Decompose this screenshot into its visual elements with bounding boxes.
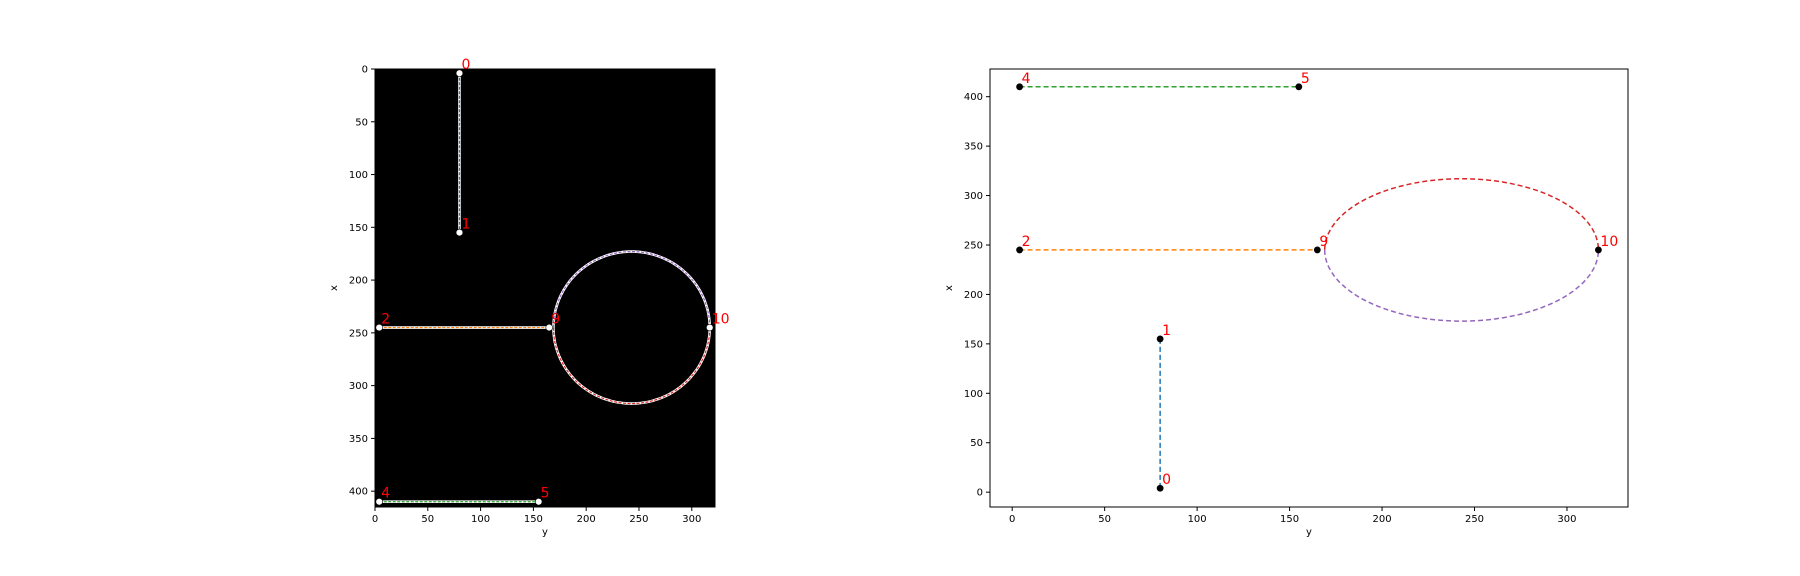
node-label-4: 4 [381,486,390,502]
image-panel: 012 9 104 50 50 100 150 200 250 30005010015020025… [329,57,730,538]
x-tick-label: 300 [1557,514,1576,525]
x-tick-label: 150 [524,514,543,525]
node-0 [1156,484,1164,492]
series-4 [1323,249,1600,322]
y-tick-label: 50 [970,438,983,449]
node-label-10: 10 [1600,234,1618,250]
y-tick-label: 400 [964,92,983,103]
node-1 [455,228,464,237]
x-axis-label: y [1306,527,1312,538]
series-halo-3 [552,250,711,328]
node-label-0: 0 [461,57,470,73]
series-halo-4 [552,327,711,405]
node-label-9: 9 [551,312,560,328]
node-label-2: 2 [381,312,390,328]
y-tick-label: 300 [964,191,983,202]
node-0 [455,69,464,77]
node-label-2: 2 [1022,234,1031,250]
node-label-5: 5 [1301,71,1310,87]
series-3 [1323,177,1600,250]
y-tick-label: 350 [964,142,983,153]
node-1 [1156,335,1164,343]
plot-area [374,68,716,508]
y-axis-label: x [944,285,955,291]
node-label-5: 5 [541,486,550,502]
x-tick-label: 200 [1372,514,1391,525]
y-tick-label: 0 [977,488,983,499]
node-2 [375,323,383,332]
node-label-9: 9 [1319,234,1328,250]
x-tick-label: 50 [421,514,434,525]
x-tick-label: 250 [629,514,648,525]
x-tick-label: 150 [1280,514,1299,525]
x-tick-label: 300 [682,514,701,525]
x-axis-label: y [542,527,548,538]
x-tick-label: 0 [372,514,378,525]
x-tick-label: 50 [1098,514,1111,525]
plot-area [989,68,1629,508]
y-tick-label: 200 [349,276,368,287]
node-10 [1595,246,1602,254]
y-tick-label: 150 [349,223,368,234]
y-tick-label: 400 [349,487,368,498]
node-4 [375,498,383,506]
node-5 [1295,83,1303,91]
x-tick-label: 100 [1188,514,1207,525]
node-label-10: 10 [712,312,730,328]
y-axis-label: x [329,285,340,291]
node-label-1: 1 [461,217,470,233]
y-tick-label: 0 [362,65,368,76]
node-4 [1016,83,1023,91]
y-tick-label: 300 [349,381,368,392]
x-tick-label: 0 [1009,514,1015,525]
node-9 [1313,246,1321,254]
x-tick-label: 250 [1465,514,1484,525]
node-5 [534,498,543,506]
node-2 [1016,246,1023,254]
node-label-1: 1 [1162,323,1171,339]
y-tick-label: 250 [349,328,368,339]
x-tick-label: 200 [577,514,596,525]
y-tick-label: 350 [349,434,368,445]
y-tick-label: 250 [964,240,983,251]
y-tick-label: 100 [349,170,368,181]
y-tick-label: 100 [964,389,983,400]
y-tick-label: 50 [355,117,368,128]
node-label-0: 0 [1162,472,1171,488]
node-9 [545,323,553,332]
y-tick-label: 150 [964,339,983,350]
y-tick-label: 200 [964,290,983,301]
node-label-4: 4 [1022,71,1031,87]
x-tick-label: 100 [471,514,490,525]
node-10 [706,323,714,332]
